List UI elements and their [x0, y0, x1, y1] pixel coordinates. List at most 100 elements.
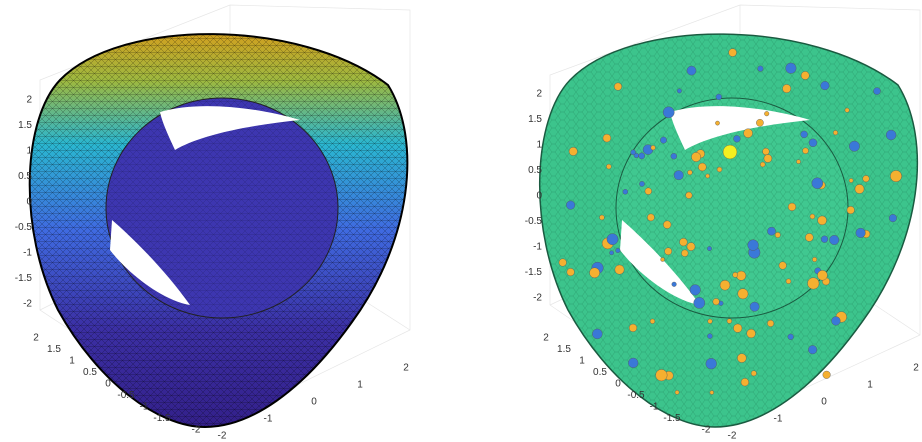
mesh-cell	[800, 130, 808, 139]
y-tick-label: -2	[192, 425, 201, 436]
z-tick-label: 2	[536, 89, 542, 100]
x-tick-label: 1	[867, 380, 873, 391]
y-tick-label: -0.5	[117, 390, 135, 401]
mesh-cell	[566, 200, 576, 210]
x-tick-label: 2	[403, 363, 409, 374]
z-tick-label: -1.5	[525, 267, 543, 278]
mesh-cell	[707, 333, 713, 339]
mesh-cell	[647, 213, 655, 222]
mesh-cell	[705, 358, 717, 370]
mesh-cell	[737, 288, 749, 300]
z-tick-label: 1.5	[528, 114, 542, 125]
z-tick-label: 0.5	[528, 165, 542, 176]
mesh-cell	[691, 152, 701, 162]
mesh-cell	[764, 111, 770, 117]
mesh-cell	[568, 146, 578, 156]
mesh-cell	[848, 178, 854, 183]
mesh-cell	[693, 297, 706, 309]
mesh-cell	[737, 353, 747, 363]
mesh-cell	[736, 270, 747, 281]
mesh-cell	[774, 232, 781, 238]
mesh-cell	[743, 128, 753, 138]
mesh-cell	[566, 268, 575, 277]
y-tick-label: 2	[543, 333, 549, 344]
y-tick-label: -1	[650, 402, 659, 413]
mesh-cell	[650, 145, 656, 151]
mesh-cell	[746, 328, 756, 339]
mesh-cell	[805, 233, 814, 242]
mesh-cell	[802, 147, 809, 155]
mesh-cell	[589, 267, 600, 279]
y-tick-label: 1	[69, 356, 75, 367]
mesh-cell	[756, 119, 764, 127]
mesh-cell	[715, 120, 720, 126]
mesh-cell	[785, 62, 797, 74]
mesh-cell	[807, 277, 820, 290]
y-tick-label: -1.5	[663, 413, 681, 424]
mesh-cell	[609, 250, 614, 256]
x-tick-label: -2	[218, 431, 227, 442]
surface-left	[28, 33, 409, 429]
mesh-cell	[831, 316, 841, 326]
mesh-cell	[778, 261, 787, 270]
x-tick-label: 1	[357, 380, 363, 391]
mesh-cell	[733, 135, 741, 143]
mesh-cell	[685, 191, 693, 199]
mesh-cell	[670, 152, 677, 160]
mesh-cell	[707, 246, 712, 252]
mesh-cell	[633, 152, 639, 159]
mesh-cell	[890, 170, 902, 183]
mesh-cell	[833, 130, 839, 136]
mesh-cell	[673, 170, 684, 181]
mesh-cell	[630, 149, 636, 156]
y-tick-label: -1.5	[153, 413, 171, 424]
mesh-cell	[844, 107, 850, 113]
mesh-cell	[705, 173, 710, 179]
z-tick-label: -0.5	[525, 216, 543, 227]
mesh-cell	[681, 249, 689, 257]
mesh-cell	[763, 154, 773, 163]
mesh-cell	[722, 144, 738, 160]
mesh-cell	[787, 202, 797, 212]
mesh-cell	[712, 298, 720, 306]
mesh-cell	[888, 214, 897, 223]
mesh-cell	[820, 81, 830, 91]
mesh-cell	[849, 140, 860, 152]
mesh-cell	[715, 93, 722, 101]
mesh-cell	[592, 328, 603, 340]
mesh-cell	[663, 220, 672, 229]
y-tick-label: 0	[615, 379, 621, 390]
mesh-cell	[767, 319, 775, 327]
z-tick-label: -1.5	[15, 273, 33, 284]
mesh-cell	[820, 235, 829, 243]
mesh-cell	[829, 235, 840, 245]
z-tick-label: 1	[26, 146, 32, 157]
mesh-cell	[822, 370, 831, 379]
z-tick-label: -1	[23, 248, 32, 259]
y-tick-label: 1	[579, 356, 585, 367]
mesh-cell	[811, 177, 823, 189]
mesh-cell	[817, 270, 828, 281]
mesh-cell	[873, 87, 881, 95]
x-tick-label: 2	[913, 363, 919, 374]
mesh-cell	[662, 106, 675, 119]
y-tick-label: 0.5	[593, 367, 607, 378]
y-tick-label: -2	[702, 425, 711, 436]
mesh-cell	[677, 88, 682, 94]
y-tick-label: -1	[140, 402, 149, 413]
z-tick-label: 1.5	[18, 120, 32, 131]
mesh-cell	[846, 206, 855, 215]
mesh-cell	[628, 357, 639, 369]
mesh-cell	[606, 233, 619, 245]
y-tick-label: 2	[33, 333, 39, 344]
mesh-cell	[760, 161, 766, 168]
mesh-cell	[785, 278, 792, 284]
x-tick-label: -1	[264, 414, 273, 425]
mesh-cell	[660, 257, 665, 262]
mesh-cell	[686, 65, 697, 76]
mesh-cell	[698, 162, 707, 172]
mesh-cell	[689, 284, 701, 296]
y-tick-label: 0.5	[83, 367, 97, 378]
mesh-cell	[622, 189, 628, 195]
